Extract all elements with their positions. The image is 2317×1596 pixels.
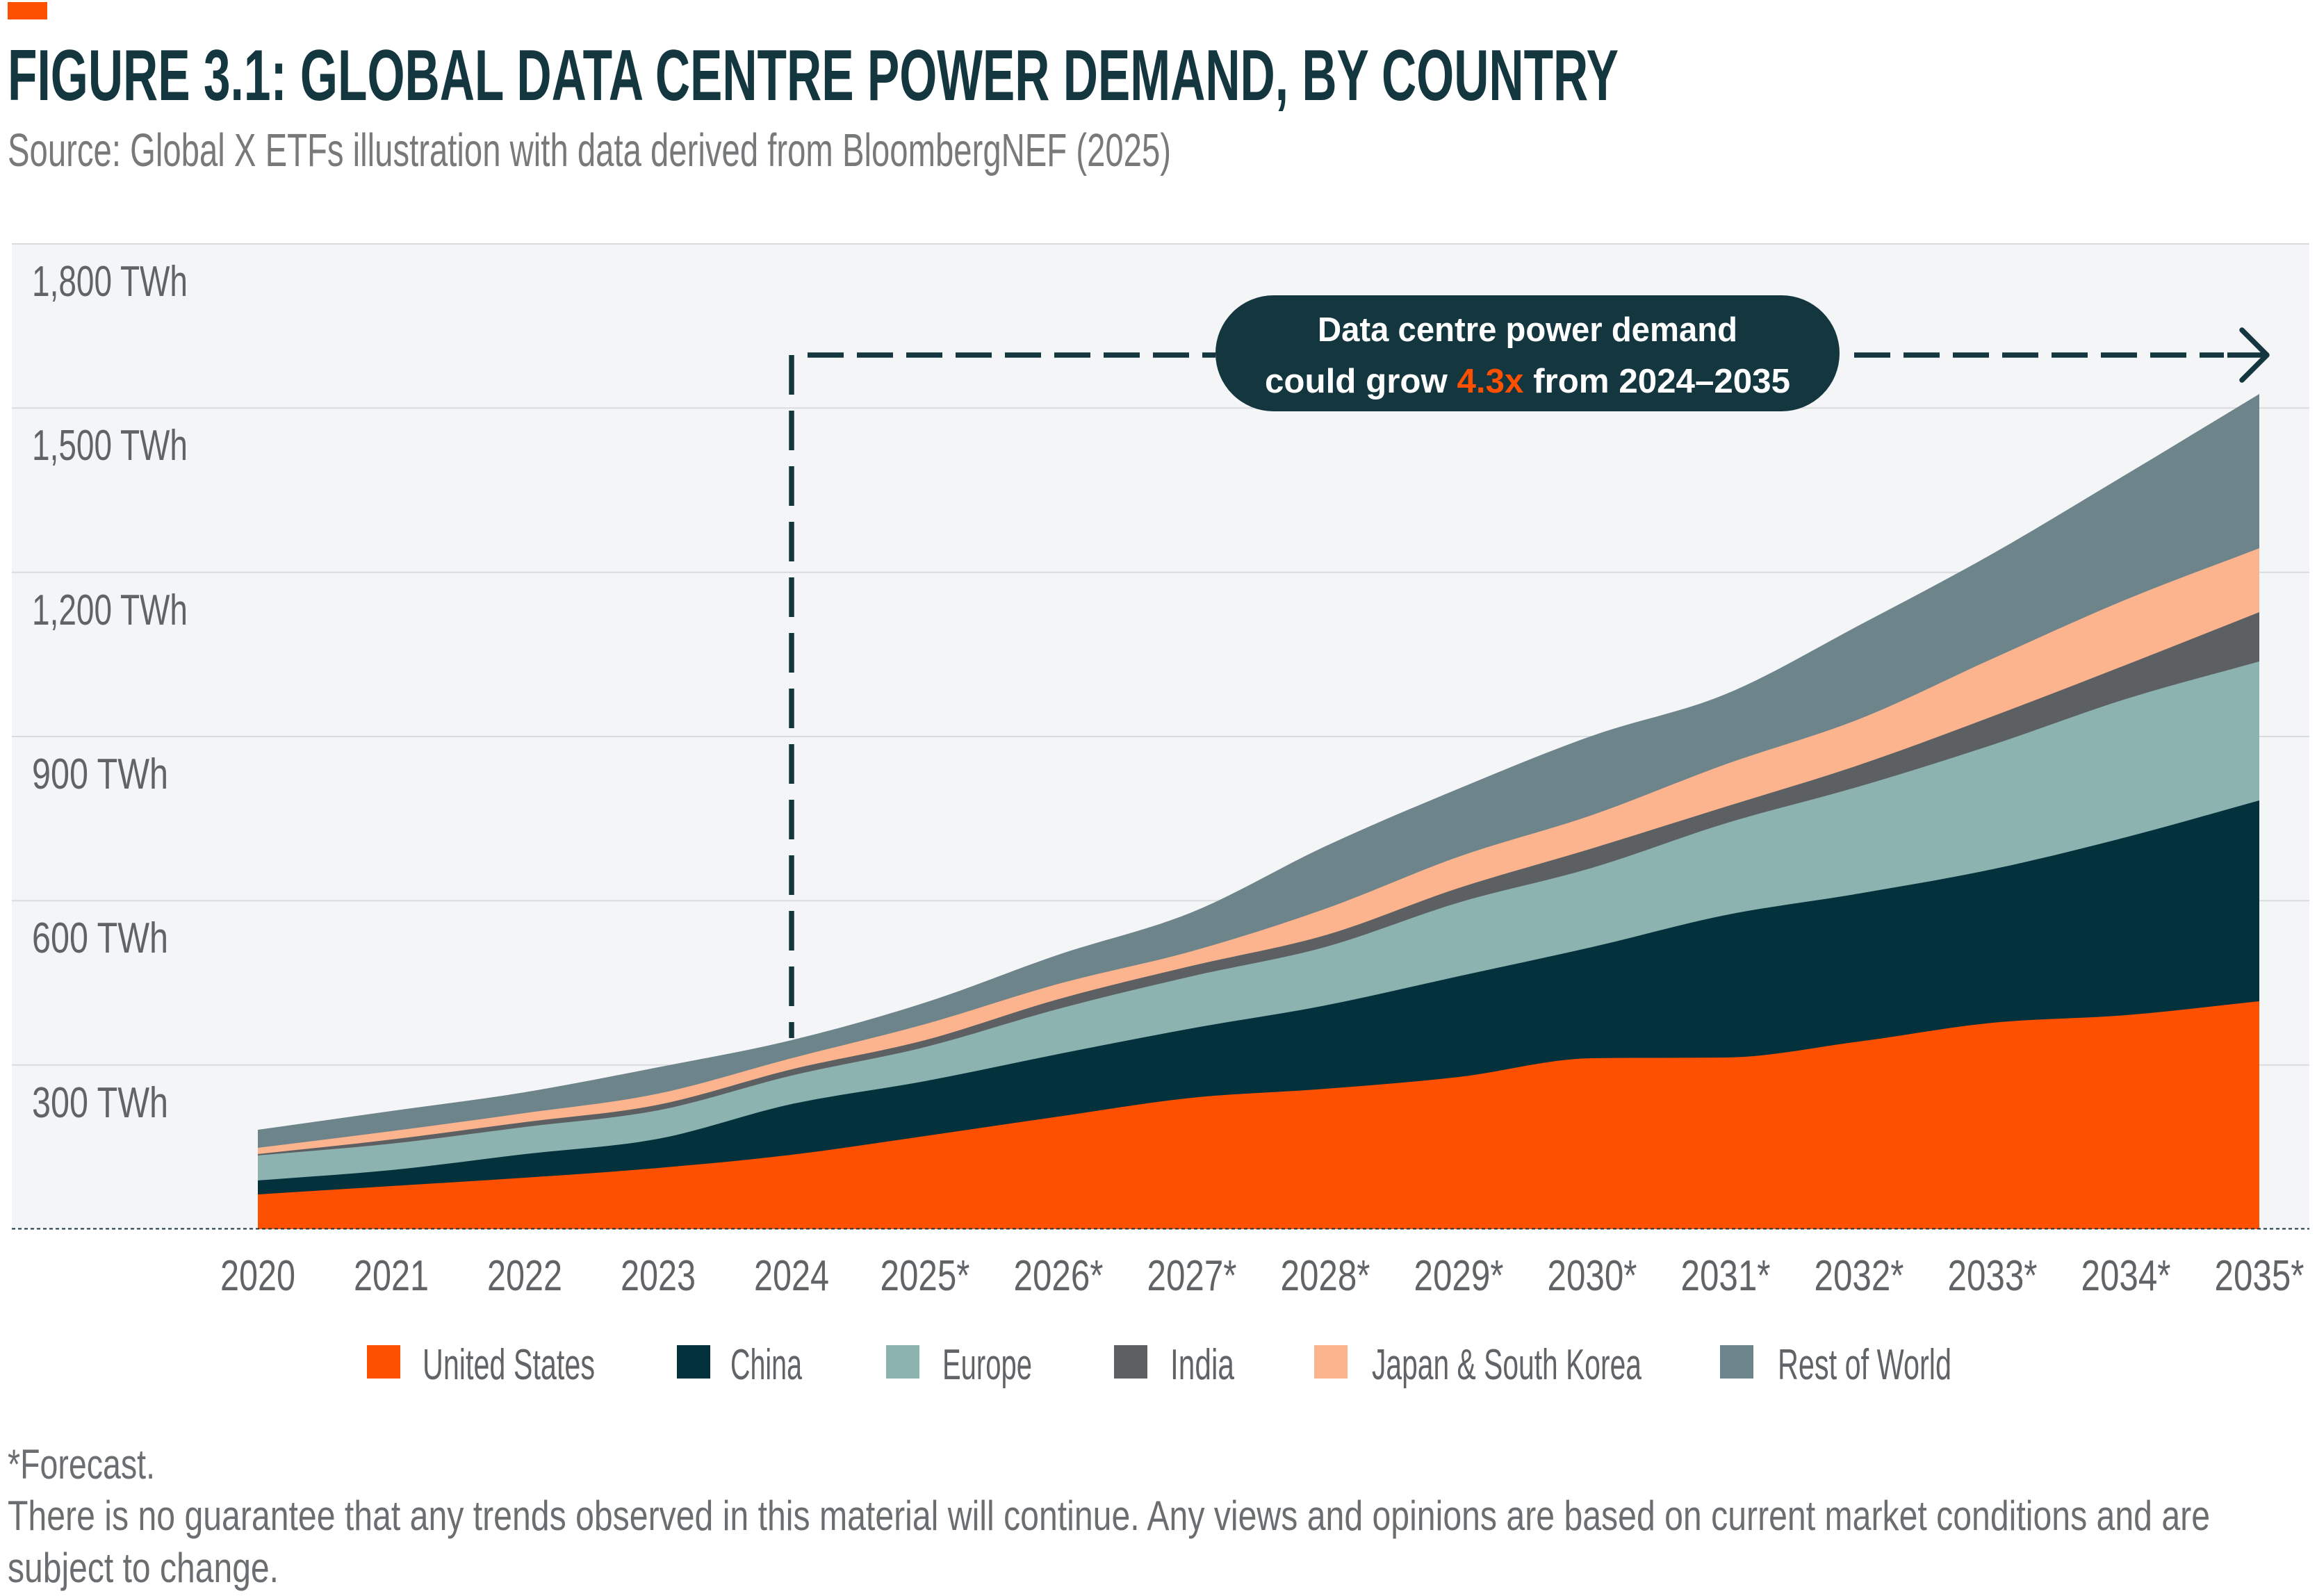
svg-text:subject to change.: subject to change. — [8, 1545, 279, 1591]
svg-text:FIGURE 3.1: GLOBAL DATA CENTRE: FIGURE 3.1: GLOBAL DATA CENTRE POWER DEM… — [8, 35, 1619, 116]
svg-text:2031*: 2031* — [1681, 1252, 1771, 1300]
svg-text:Data centre power demand: Data centre power demand — [1318, 311, 1737, 349]
svg-text:2035*: 2035* — [2215, 1252, 2304, 1300]
svg-text:2030*: 2030* — [1548, 1252, 1637, 1300]
svg-text:2032*: 2032* — [1815, 1252, 1904, 1300]
svg-text:2020: 2020 — [220, 1252, 295, 1300]
svg-text:China: China — [730, 1341, 802, 1389]
svg-text:Rest of World: Rest of World — [1778, 1341, 1951, 1389]
svg-text:India: India — [1170, 1341, 1234, 1389]
svg-text:2025*: 2025* — [881, 1252, 970, 1300]
svg-text:300 TWh: 300 TWh — [32, 1079, 168, 1127]
svg-text:2029*: 2029* — [1414, 1252, 1504, 1300]
svg-text:Europe: Europe — [942, 1341, 1032, 1389]
svg-text:900 TWh: 900 TWh — [32, 750, 168, 798]
svg-text:1,200 TWh: 1,200 TWh — [32, 586, 188, 634]
svg-text:1,800 TWh: 1,800 TWh — [32, 258, 188, 306]
svg-text:Japan & South Korea: Japan & South Korea — [1372, 1341, 1641, 1389]
svg-text:*Forecast.: *Forecast. — [8, 1441, 155, 1488]
svg-text:1,500 TWh: 1,500 TWh — [32, 422, 188, 470]
svg-text:2028*: 2028* — [1281, 1252, 1370, 1300]
svg-text:United States: United States — [423, 1341, 595, 1389]
svg-text:2026*: 2026* — [1014, 1252, 1104, 1300]
svg-text:2027*: 2027* — [1147, 1252, 1237, 1300]
svg-text:2033*: 2033* — [1948, 1252, 2038, 1300]
svg-text:There is no guarantee that any: There is no guarantee that any trends ob… — [8, 1492, 2210, 1539]
svg-text:2022: 2022 — [487, 1252, 562, 1300]
svg-text:Source: Global X ETFs illustra: Source: Global X ETFs illustration with … — [8, 124, 1171, 176]
svg-text:could grow 4.3x from 2024–2035: could grow 4.3x from 2024–2035 — [1265, 363, 1790, 400]
svg-text:2021: 2021 — [354, 1252, 429, 1300]
svg-text:2034*: 2034* — [2081, 1252, 2171, 1300]
svg-text:2023: 2023 — [621, 1252, 696, 1300]
svg-text:2024: 2024 — [754, 1252, 829, 1300]
svg-text:600 TWh: 600 TWh — [32, 914, 168, 962]
